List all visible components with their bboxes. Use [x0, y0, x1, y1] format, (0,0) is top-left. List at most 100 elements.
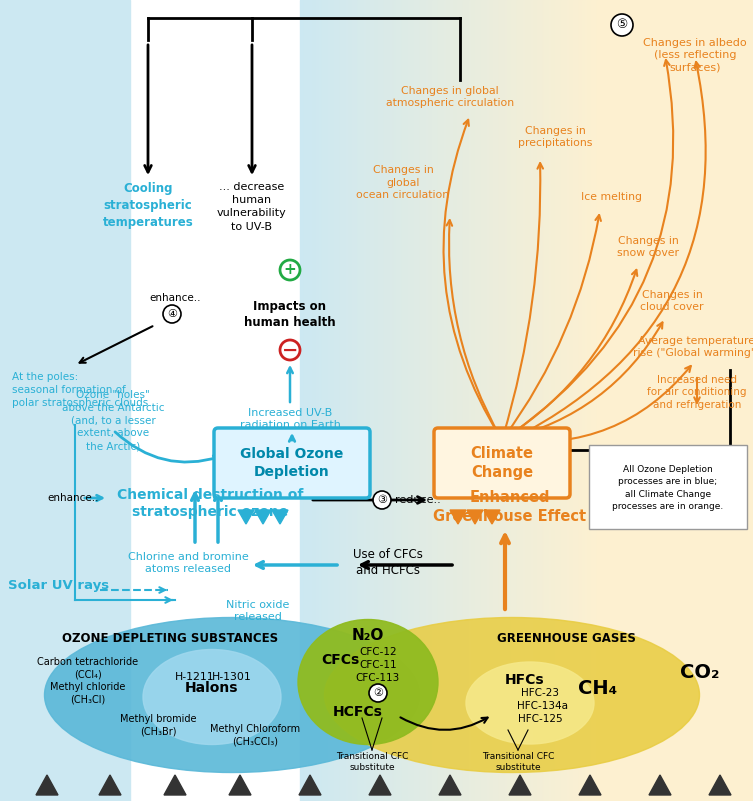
Bar	[28, 0, 29, 801]
Text: Enhanced
Greenhouse Effect: Enhanced Greenhouse Effect	[434, 490, 587, 524]
Bar	[340, 0, 342, 801]
Bar	[364, 0, 366, 801]
Bar	[5, 0, 6, 801]
Polygon shape	[579, 775, 601, 795]
Bar	[102, 0, 103, 801]
Bar	[513, 0, 514, 801]
Bar	[75, 0, 76, 801]
Bar	[78, 0, 79, 801]
Bar	[408, 0, 410, 801]
Bar	[478, 0, 480, 801]
Circle shape	[280, 340, 300, 360]
Bar	[553, 0, 555, 801]
Bar	[516, 0, 517, 801]
Bar	[434, 0, 435, 801]
Text: CO₂: CO₂	[680, 662, 720, 682]
Bar	[502, 0, 504, 801]
Text: GREENHOUSE GASES: GREENHOUSE GASES	[496, 631, 636, 645]
Bar	[597, 0, 599, 801]
Bar	[304, 0, 306, 801]
Bar	[126, 0, 127, 801]
Bar	[564, 0, 566, 801]
Bar	[416, 0, 417, 801]
Bar	[343, 0, 345, 801]
Text: Carbon tetrachloride
(CCl₄): Carbon tetrachloride (CCl₄)	[38, 657, 139, 679]
Bar	[114, 0, 115, 801]
Bar	[346, 0, 348, 801]
Bar	[32, 0, 33, 801]
Bar	[312, 0, 313, 801]
Bar	[2, 0, 3, 801]
Bar	[390, 0, 392, 801]
FancyBboxPatch shape	[589, 445, 747, 529]
Polygon shape	[238, 510, 254, 524]
Bar	[541, 0, 543, 801]
Polygon shape	[484, 510, 500, 524]
Bar	[93, 0, 94, 801]
Bar	[352, 0, 354, 801]
Bar	[127, 0, 128, 801]
Text: CFC-12: CFC-12	[359, 647, 397, 657]
Bar	[398, 0, 399, 801]
Bar	[80, 0, 81, 801]
Bar	[23, 0, 24, 801]
Bar	[29, 0, 30, 801]
Text: CH₄: CH₄	[578, 678, 617, 698]
Bar	[77, 0, 78, 801]
Bar	[3, 0, 4, 801]
Bar	[450, 0, 452, 801]
Bar	[443, 0, 444, 801]
Bar	[26, 0, 27, 801]
Polygon shape	[272, 510, 288, 524]
Bar	[447, 0, 449, 801]
Bar	[4, 0, 5, 801]
Bar	[355, 0, 357, 801]
Bar	[339, 0, 340, 801]
Bar	[425, 0, 426, 801]
Bar	[351, 0, 352, 801]
Bar	[86, 0, 87, 801]
Bar	[324, 0, 325, 801]
Bar	[546, 0, 547, 801]
Polygon shape	[229, 775, 251, 795]
Bar	[35, 0, 36, 801]
Bar	[495, 0, 496, 801]
Bar	[550, 0, 552, 801]
Bar	[384, 0, 386, 801]
Bar	[444, 0, 446, 801]
Text: enhance..: enhance..	[149, 293, 201, 303]
Bar	[547, 0, 549, 801]
Ellipse shape	[325, 618, 700, 772]
Bar	[499, 0, 501, 801]
Text: Methyl bromide
(CH₃Br): Methyl bromide (CH₃Br)	[120, 714, 197, 736]
Text: At the poles:
seasonal formation of
polar stratospheric clouds: At the poles: seasonal formation of pola…	[12, 372, 148, 408]
Bar	[117, 0, 118, 801]
Bar	[363, 0, 364, 801]
Text: Changes in
snow cover: Changes in snow cover	[617, 235, 679, 258]
Bar	[455, 0, 456, 801]
Bar	[520, 0, 522, 801]
Bar	[15, 0, 16, 801]
Bar	[405, 0, 407, 801]
Bar	[369, 0, 370, 801]
Bar	[570, 0, 572, 801]
Bar	[24, 0, 25, 801]
Bar	[584, 0, 585, 801]
Text: N₂O: N₂O	[352, 627, 384, 642]
Bar	[56, 0, 57, 801]
Bar	[505, 0, 507, 801]
Bar	[9, 0, 10, 801]
Bar	[486, 0, 487, 801]
Bar	[30, 0, 31, 801]
Bar	[309, 0, 310, 801]
Bar	[345, 0, 346, 801]
Bar	[411, 0, 413, 801]
Bar	[25, 0, 26, 801]
Bar	[514, 0, 516, 801]
Bar	[336, 0, 337, 801]
Bar	[100, 0, 101, 801]
Text: ... decrease
human
vulnerability
to UV-B: ... decrease human vulnerability to UV-B	[217, 182, 287, 231]
Bar	[590, 0, 591, 801]
Bar	[123, 0, 124, 801]
Bar	[419, 0, 420, 801]
